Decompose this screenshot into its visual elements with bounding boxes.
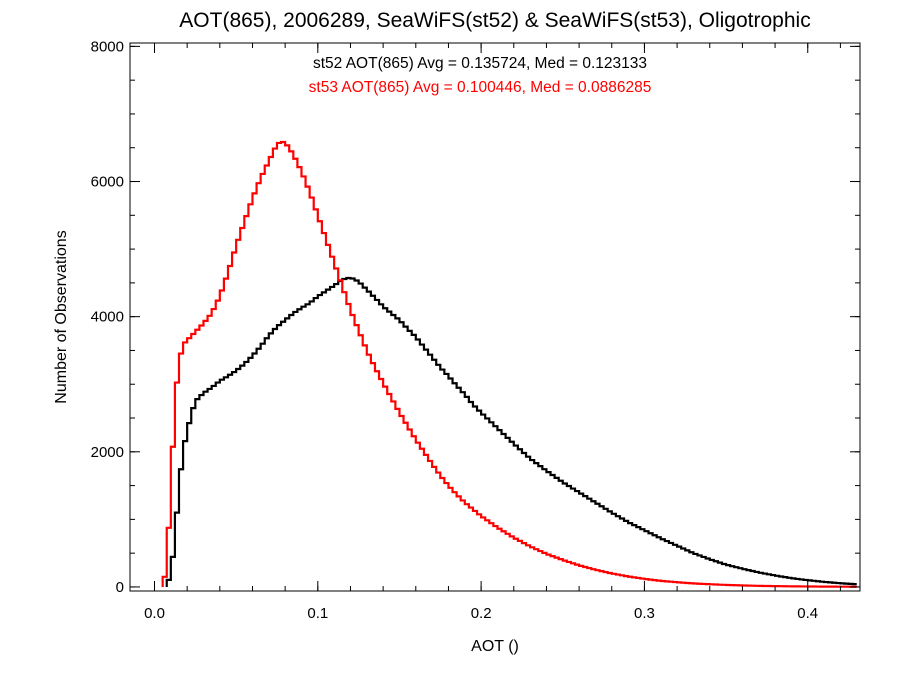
stats-annotation-1: st53 AOT(865) Avg = 0.100446, Med = 0.08…: [309, 79, 652, 96]
y-tick-label: 0: [116, 579, 124, 596]
x-tick-label: 0.1: [307, 605, 328, 622]
x-tick-label: 0.3: [634, 605, 655, 622]
chart-title: AOT(865), 2006289, SeaWiFS(st52) & SeaWi…: [179, 9, 810, 32]
x-axis-label: AOT (): [471, 638, 519, 655]
series-1-line: [161, 140, 857, 588]
y-tick-label: 4000: [91, 309, 124, 326]
axes-layer: 0.0 0.1 0.2 0.3 0.4 0 2000 4000 6000 8000: [91, 38, 861, 622]
y-axis-label: Number of Observations: [53, 230, 70, 403]
x-tick-label: 0.0: [144, 605, 165, 622]
series-0-line: [165, 276, 857, 587]
stats-annotation-0: st52 AOT(865) Avg = 0.135724, Med = 0.12…: [313, 55, 647, 72]
plot-frame: [129, 42, 861, 592]
x-tick-label: 0.2: [471, 605, 492, 622]
annotation-layer: st52 AOT(865) Avg = 0.135724, Med = 0.12…: [309, 55, 652, 96]
series-layer: [161, 140, 857, 588]
y-tick-label: 2000: [91, 444, 124, 461]
y-tick-label: 6000: [91, 174, 124, 191]
y-tick-label: 8000: [91, 38, 124, 55]
x-tick-label: 0.4: [797, 605, 818, 622]
